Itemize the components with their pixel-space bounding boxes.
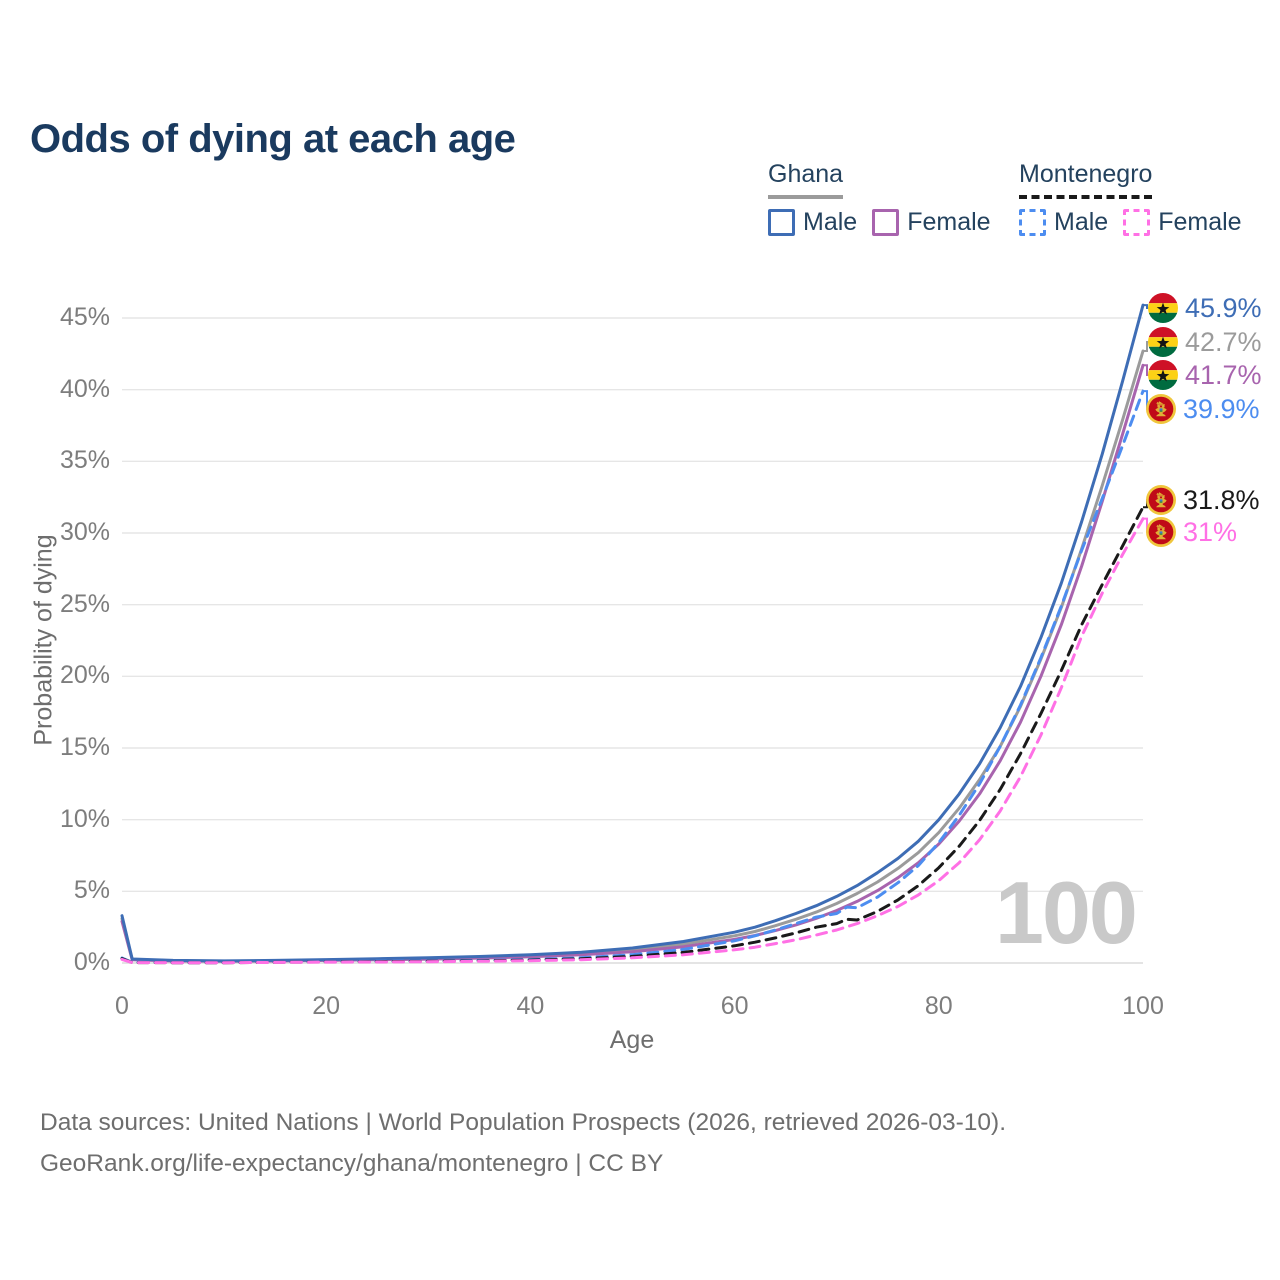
y-tick-label: 0% bbox=[73, 948, 110, 976]
legend-item-ghana-female[interactable]: Female bbox=[872, 208, 991, 237]
legend-item-label: Female bbox=[1158, 208, 1242, 236]
montenegro-male-swatch-icon bbox=[1019, 209, 1046, 236]
x-tick-label: 100 bbox=[1122, 992, 1164, 1020]
endpoint-row: 45.9% bbox=[1148, 293, 1262, 323]
legend-header-montenegro[interactable]: Montenegro bbox=[1019, 160, 1153, 199]
endpoint-value-label: 31% bbox=[1183, 516, 1238, 547]
endpoint-value-label: 41.7% bbox=[1185, 359, 1262, 390]
x-tick-label: 0 bbox=[115, 992, 129, 1020]
legend-item-ghana-male[interactable]: Male bbox=[768, 208, 857, 237]
endpoint-row: 31.8% bbox=[1146, 485, 1260, 515]
data-source-footer: Data sources: United Nations | World Pop… bbox=[40, 1102, 1006, 1184]
endpoint-value-label: 31.8% bbox=[1183, 484, 1260, 515]
montenegro-flag-icon bbox=[1146, 485, 1176, 515]
legend-item-label: Female bbox=[907, 208, 991, 236]
y-tick-label: 5% bbox=[73, 876, 110, 905]
y-tick-label: 45% bbox=[59, 303, 110, 331]
footer-line2: GeoRank.org/life-expectancy/ghana/monten… bbox=[40, 1150, 664, 1177]
ghana-female-swatch-icon bbox=[872, 209, 900, 236]
endpoint-value-label: 45.9% bbox=[1185, 292, 1262, 323]
endpoint-value-label: 39.9% bbox=[1183, 393, 1260, 424]
y-axis-title: Probability of dying bbox=[29, 534, 58, 746]
x-tick-label: 60 bbox=[720, 992, 749, 1020]
endpoint-row: 41.7% bbox=[1148, 360, 1262, 390]
endpoint-row: 42.7% bbox=[1148, 327, 1262, 357]
x-tick-label: 20 bbox=[312, 992, 341, 1020]
x-tick-label: 80 bbox=[924, 992, 953, 1020]
ghana-flag-icon bbox=[1148, 327, 1178, 357]
montenegro-flag-icon bbox=[1146, 517, 1176, 547]
y-tick-label: 35% bbox=[59, 446, 110, 475]
legend-item-montenegro-male[interactable]: Male bbox=[1019, 208, 1108, 237]
ghana-flag-icon bbox=[1148, 293, 1178, 323]
legend-header-ghana[interactable]: Ghana bbox=[768, 160, 844, 199]
y-tick-label: 10% bbox=[59, 804, 110, 833]
age-watermark: 100 bbox=[995, 863, 1138, 962]
x-axis-title: Age bbox=[609, 1026, 655, 1054]
page-title: Odds of dying at each age bbox=[30, 116, 516, 161]
legend-item-label: Male bbox=[803, 208, 858, 236]
x-tick-label: 40 bbox=[516, 992, 545, 1020]
legend-group-montenegro: Montenegro Male Female bbox=[1019, 160, 1242, 237]
ghana-flag-icon bbox=[1148, 360, 1178, 390]
legend-item-label: Male bbox=[1054, 208, 1109, 236]
endpoint-value-label: 42.7% bbox=[1185, 326, 1262, 357]
montenegro-flag-icon bbox=[1146, 394, 1176, 424]
plot-hover-area[interactable] bbox=[122, 300, 1143, 963]
legend-group-ghana: Ghana Male Female bbox=[768, 160, 991, 237]
y-tick-label: 40% bbox=[59, 374, 110, 403]
legend-item-montenegro-female[interactable]: Female bbox=[1123, 208, 1242, 237]
footer-line1: Data sources: United Nations | World Pop… bbox=[40, 1109, 1007, 1136]
endpoint-row: 39.9% bbox=[1146, 394, 1260, 424]
ghana-male-swatch-icon bbox=[768, 209, 795, 236]
endpoint-row: 31% bbox=[1146, 517, 1237, 547]
montenegro-female-swatch-icon bbox=[1123, 209, 1151, 236]
